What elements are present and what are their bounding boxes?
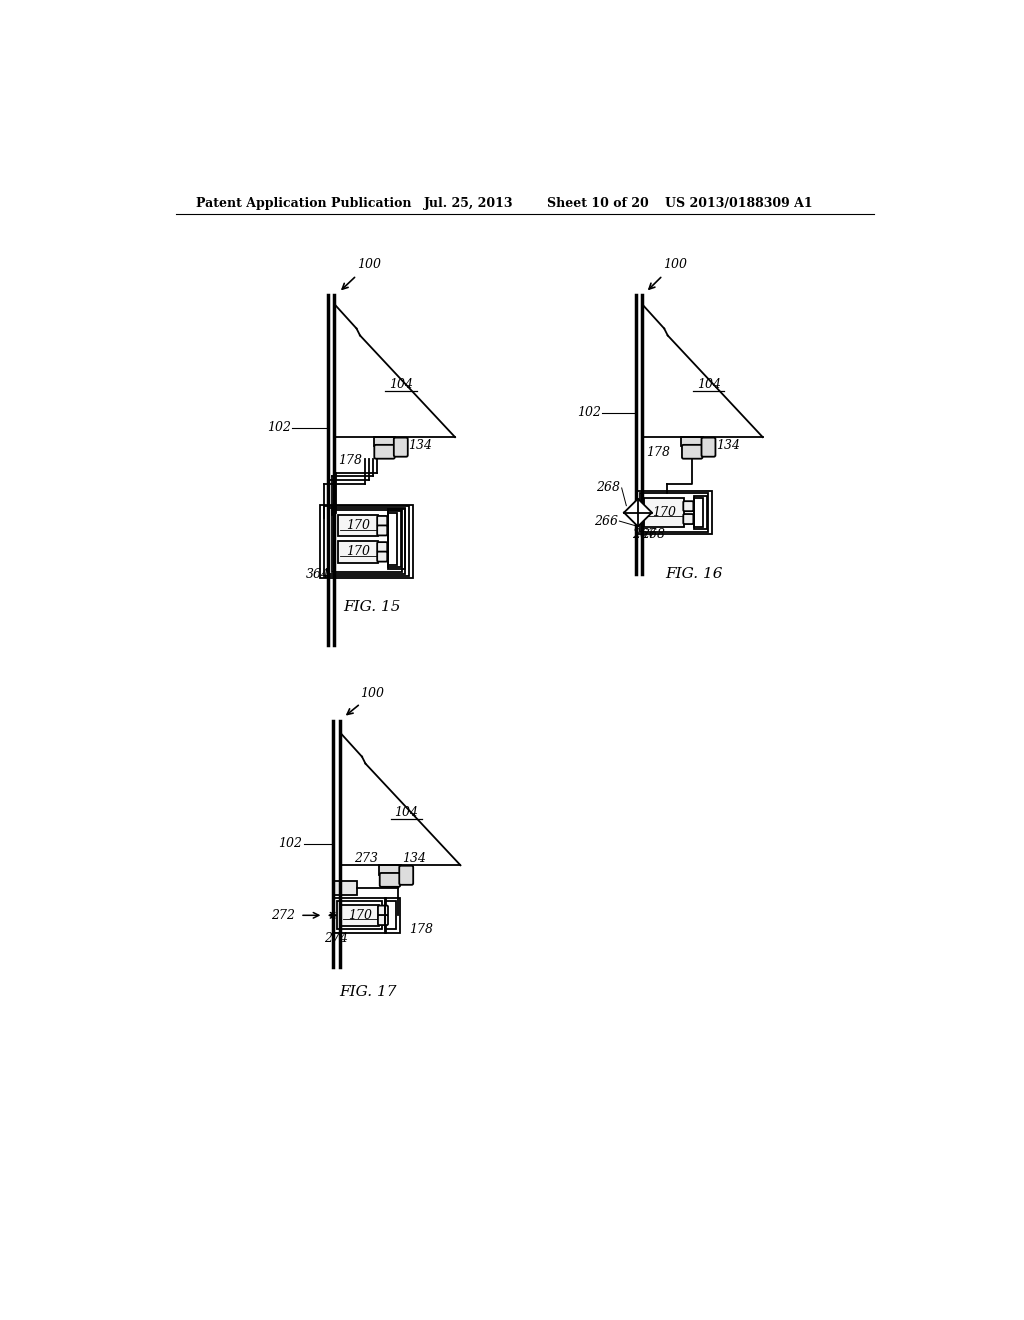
Bar xyxy=(332,511,401,572)
Text: 100: 100 xyxy=(360,686,384,700)
FancyBboxPatch shape xyxy=(377,516,387,525)
Bar xyxy=(334,898,386,933)
Bar xyxy=(338,541,378,562)
Polygon shape xyxy=(624,499,652,527)
Text: 364: 364 xyxy=(306,568,330,581)
Text: 170: 170 xyxy=(346,519,370,532)
Bar xyxy=(693,498,703,527)
Bar xyxy=(379,866,400,874)
Bar xyxy=(340,904,379,927)
Text: 178: 178 xyxy=(338,454,362,467)
Bar xyxy=(337,902,382,929)
Text: 267: 267 xyxy=(632,528,655,541)
Bar xyxy=(693,496,707,529)
Bar xyxy=(388,512,397,565)
FancyBboxPatch shape xyxy=(377,543,387,552)
FancyBboxPatch shape xyxy=(682,445,702,459)
Text: 134: 134 xyxy=(402,851,426,865)
Text: 104: 104 xyxy=(389,378,413,391)
Bar xyxy=(640,494,708,532)
Text: 102: 102 xyxy=(266,421,291,434)
Text: 274: 274 xyxy=(324,932,348,945)
Text: US 2013/0188309 A1: US 2013/0188309 A1 xyxy=(665,197,813,210)
Text: 268: 268 xyxy=(641,528,665,541)
Bar xyxy=(334,882,357,895)
Bar xyxy=(324,507,410,576)
FancyBboxPatch shape xyxy=(378,915,388,925)
Text: 268: 268 xyxy=(596,482,621,495)
Bar xyxy=(388,508,404,569)
Text: 266: 266 xyxy=(594,515,617,528)
FancyBboxPatch shape xyxy=(377,525,387,536)
Text: 104: 104 xyxy=(394,805,419,818)
Bar xyxy=(644,498,684,527)
Text: Jul. 25, 2013: Jul. 25, 2013 xyxy=(424,197,514,210)
Bar xyxy=(328,508,406,574)
Text: 273: 273 xyxy=(353,851,378,865)
Bar xyxy=(636,491,712,533)
FancyBboxPatch shape xyxy=(399,866,414,884)
Text: FIG. 17: FIG. 17 xyxy=(340,985,397,998)
Text: 134: 134 xyxy=(409,438,432,451)
FancyBboxPatch shape xyxy=(380,873,400,887)
Bar xyxy=(338,515,378,536)
Text: 134: 134 xyxy=(716,438,740,451)
FancyBboxPatch shape xyxy=(683,502,693,511)
FancyBboxPatch shape xyxy=(394,438,408,457)
Text: 102: 102 xyxy=(577,407,601,418)
Bar xyxy=(388,511,400,566)
FancyBboxPatch shape xyxy=(377,552,387,561)
Bar xyxy=(321,504,414,578)
Text: 178: 178 xyxy=(410,923,433,936)
FancyBboxPatch shape xyxy=(375,445,395,459)
Bar xyxy=(385,898,400,933)
Text: 170: 170 xyxy=(348,908,372,921)
Bar xyxy=(385,902,396,929)
FancyBboxPatch shape xyxy=(378,906,388,916)
Text: FIG. 15: FIG. 15 xyxy=(343,599,400,614)
Text: 272: 272 xyxy=(270,908,295,921)
Text: Sheet 10 of 20: Sheet 10 of 20 xyxy=(547,197,649,210)
Text: 170: 170 xyxy=(346,545,370,558)
Text: 100: 100 xyxy=(356,259,381,271)
FancyBboxPatch shape xyxy=(701,438,716,457)
Text: FIG. 16: FIG. 16 xyxy=(665,568,723,581)
Text: 104: 104 xyxy=(696,378,721,391)
FancyBboxPatch shape xyxy=(683,513,693,524)
Text: 178: 178 xyxy=(646,446,670,459)
Bar xyxy=(374,437,395,446)
Bar xyxy=(681,437,703,446)
Text: Patent Application Publication: Patent Application Publication xyxy=(197,197,412,210)
Text: 100: 100 xyxy=(663,259,687,271)
Text: 102: 102 xyxy=(279,837,302,850)
Text: 170: 170 xyxy=(652,506,676,519)
